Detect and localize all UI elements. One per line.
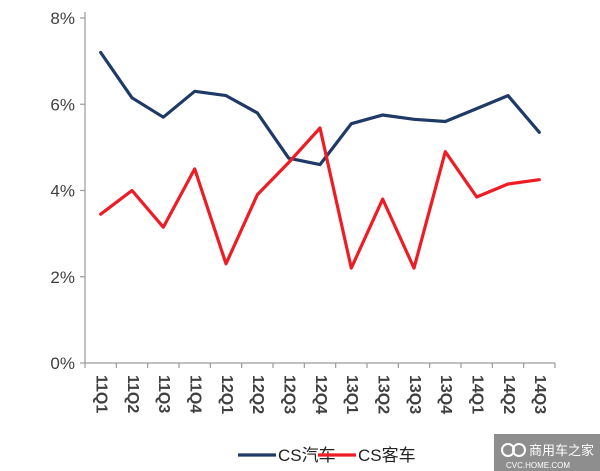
x-tick-label: 13Q1 [343,375,360,414]
x-axis-ticks: 11Q1 11Q2 11Q3 11Q4 12Q1 12Q2 12Q3 12Q4 13Q1 13Q2… [84,363,556,414]
x-tick-label: 14Q2 [500,375,517,414]
y-tick-label: 4% [50,182,75,201]
series-lines [99,50,541,270]
y-tick-label: 8% [50,9,75,28]
x-tick-label: 12Q4 [312,375,329,414]
watermark-background [494,434,600,471]
x-tick-label: 12Q2 [249,375,266,414]
y-tick-label: 0% [50,354,75,373]
x-tick-label: 12Q3 [280,375,297,414]
legend: CS汽车 CS客车 [238,446,416,465]
y-tick-label: 6% [50,95,75,114]
y-tick-label: 2% [50,268,75,287]
legend-label-1: CS汽车 [278,446,336,465]
watermark-subtext: CVC.HOME.COM [506,461,570,470]
watermark-logo-icon [501,443,526,457]
y-axis-ticks: 0% 2% 4% 6% 8% [50,9,85,373]
x-tick-label: 13Q2 [374,375,391,414]
x-tick-label: 11Q3 [155,375,172,413]
axes [84,12,555,364]
x-tick-label: 13Q3 [406,375,423,414]
watermark: 商用车之家 CVC.HOME.COM [494,434,600,471]
series-line-1 [99,50,541,167]
x-tick-label: 11Q4 [186,375,203,413]
x-tick-label: 14Q1 [468,375,485,414]
legend-label-2: CS客车 [358,446,416,465]
watermark-text: 商用车之家 [529,443,594,458]
series-line-2 [99,126,541,270]
x-tick-label: 11Q2 [124,375,141,413]
x-tick-label: 11Q1 [92,375,109,413]
x-tick-label: 14Q3 [531,375,548,414]
x-tick-label: 12Q1 [218,375,235,414]
x-tick-label: 13Q4 [437,375,454,414]
